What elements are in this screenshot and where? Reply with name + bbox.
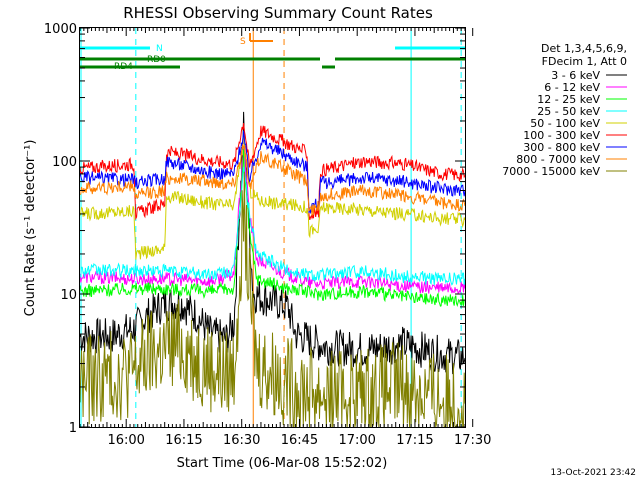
legend-label-5: 100 - 300 keV: [523, 129, 600, 142]
x-tick-label-3: 16:45: [281, 433, 318, 448]
legend-label-7: 800 - 7000 keV: [516, 153, 600, 166]
x-tick-label-2: 16:30: [223, 433, 260, 448]
series-line-25-50-kev: [79, 167, 466, 286]
series-line-50-100-kev: [79, 131, 466, 260]
y-tick-label-2: 100: [52, 155, 77, 170]
top-bar-label-1: RD0: [147, 55, 166, 65]
legend-label-2: 12 - 25 keV: [537, 93, 600, 106]
series-line-12-25-kev: [79, 149, 465, 308]
y-tick-label-0: 1: [69, 421, 77, 436]
chart-title: RHESSI Observing Summary Count Rates: [123, 4, 433, 22]
top-bar-label-0: N: [156, 44, 163, 54]
series-line-6-12-kev: [79, 146, 466, 295]
top-bar-label-2: RD4: [114, 62, 133, 72]
series-line-300-800-kev: [79, 130, 466, 215]
y-tick-label-1: 10: [60, 288, 77, 303]
legend-label-6: 300 - 800 keV: [523, 141, 600, 154]
x-tick-label-4: 17:00: [338, 433, 375, 448]
legend-label-0: 3 - 6 keV: [551, 69, 600, 82]
legend-header-1: FDecim 1, Att 0: [542, 55, 627, 68]
x-tick-label-6: 17:30: [454, 433, 491, 448]
legend-label-8: 7000 - 15000 keV: [502, 165, 600, 178]
vertical-markers: [80, 28, 462, 427]
series-line-3-6-kev: [79, 111, 466, 375]
top-bar-label-3: S: [240, 37, 246, 47]
series-line-100-300-kev: [79, 123, 466, 221]
legend-label-1: 6 - 12 keV: [544, 81, 600, 94]
legend-header-0: Det 1,3,4,5,6,9,: [541, 42, 627, 55]
x-tick-label-5: 17:15: [396, 433, 433, 448]
y-tick-label-3: 1000: [44, 22, 77, 37]
legend-label-3: 25 - 50 keV: [537, 105, 600, 118]
legend-label-4: 50 - 100 keV: [530, 117, 600, 130]
series-line-800-7000-kev: [79, 144, 466, 216]
series-line-7000-15000-kev: [79, 171, 466, 428]
x-tick-label-0: 16:00: [107, 433, 144, 448]
series-lines: [79, 111, 466, 428]
legend: Det 1,3,4,5,6,9,FDecim 1, Att 03 - 6 keV…: [502, 42, 627, 178]
plot-frame: [79, 27, 466, 428]
x-axis-label: Start Time (06-Mar-08 15:52:02): [177, 456, 388, 471]
y-axis-label: Count Rate (s⁻¹ detector⁻¹): [23, 140, 38, 317]
x-tick-label-1: 16:15: [165, 433, 202, 448]
axes: 16:00 16:15 16:30 16:45 17:00 17:15 17:30 1 10 10…: [44, 22, 492, 448]
footer-timestamp: 13-Oct-2021 23:42: [551, 468, 636, 478]
